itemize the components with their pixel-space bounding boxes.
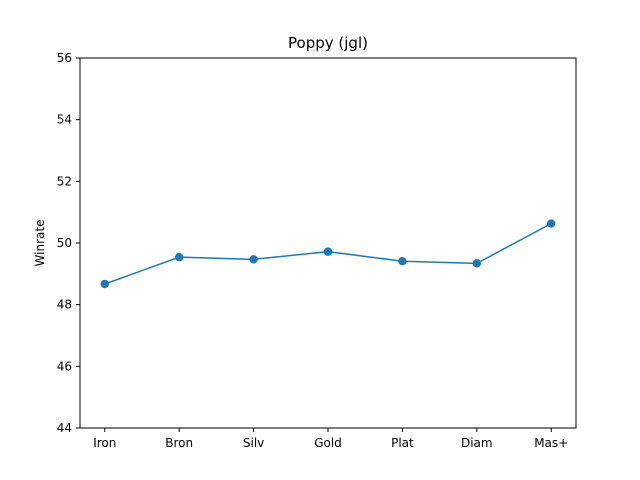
y-tick-label: 46 — [57, 359, 72, 373]
x-axis-ticks: Iron Bron Silv Gold Plat Diam Mas+ — [93, 428, 568, 450]
x-tick-label: Mas+ — [534, 436, 568, 450]
x-tick-label: Diam — [461, 436, 493, 450]
chart-title: Poppy (jgl) — [288, 34, 368, 52]
y-axis-label: Winrate — [33, 220, 47, 267]
data-point — [547, 219, 556, 228]
y-axis-ticks: 44 46 48 50 52 54 56 — [57, 51, 80, 435]
data-point — [472, 259, 481, 268]
data-point — [100, 279, 110, 289]
y-tick-label: 52 — [57, 174, 72, 188]
x-tick-label: Iron — [93, 436, 116, 450]
data-point — [398, 256, 407, 266]
x-tick-label: Silv — [243, 436, 264, 450]
series-layer — [100, 219, 556, 289]
x-tick-label: Gold — [314, 436, 342, 450]
y-tick-label: 50 — [57, 236, 72, 250]
y-tick-label: 56 — [57, 51, 72, 65]
x-tick-label: Plat — [391, 436, 414, 450]
data-point — [249, 255, 258, 264]
plot-area-frame — [79, 57, 577, 429]
data-point — [175, 252, 184, 262]
data-point — [323, 247, 333, 256]
y-tick-label: 48 — [57, 298, 72, 312]
x-tick-label: Bron — [165, 436, 193, 450]
y-tick-label: 54 — [57, 113, 72, 127]
y-tick-label: 44 — [57, 421, 72, 435]
